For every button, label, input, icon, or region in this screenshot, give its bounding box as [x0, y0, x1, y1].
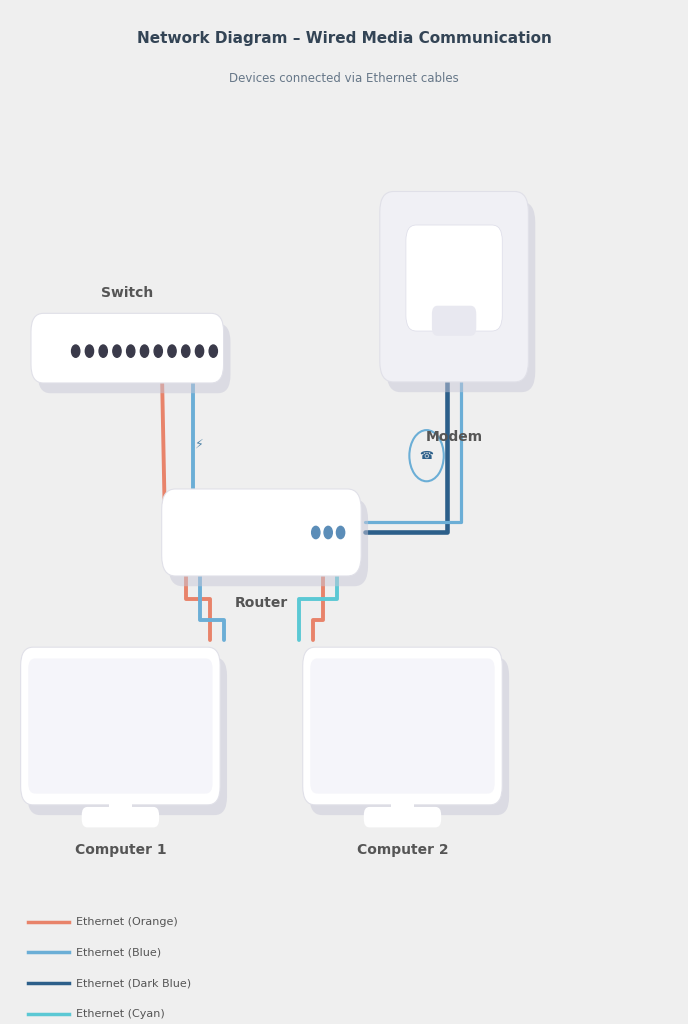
- Text: Ethernet (Blue): Ethernet (Blue): [76, 947, 161, 957]
- FancyBboxPatch shape: [364, 807, 441, 827]
- Text: Ethernet (Dark Blue): Ethernet (Dark Blue): [76, 978, 191, 988]
- Text: Switch: Switch: [101, 286, 153, 300]
- Text: Ethernet (Orange): Ethernet (Orange): [76, 916, 178, 927]
- FancyBboxPatch shape: [162, 489, 361, 575]
- Text: Modem: Modem: [425, 430, 483, 444]
- FancyBboxPatch shape: [169, 500, 368, 586]
- FancyBboxPatch shape: [38, 324, 230, 393]
- Circle shape: [312, 526, 320, 539]
- Circle shape: [113, 345, 121, 357]
- Circle shape: [99, 345, 107, 357]
- Circle shape: [85, 345, 94, 357]
- FancyBboxPatch shape: [387, 202, 535, 392]
- FancyBboxPatch shape: [82, 807, 159, 827]
- Circle shape: [127, 345, 135, 357]
- Circle shape: [168, 345, 176, 357]
- Circle shape: [154, 345, 162, 357]
- Circle shape: [72, 345, 80, 357]
- Text: Computer 1: Computer 1: [74, 843, 166, 857]
- Text: Devices connected via Ethernet cables: Devices connected via Ethernet cables: [229, 72, 459, 85]
- Text: Router: Router: [235, 596, 288, 610]
- FancyBboxPatch shape: [310, 657, 509, 815]
- Text: Ethernet (Cyan): Ethernet (Cyan): [76, 1009, 164, 1019]
- Circle shape: [182, 345, 190, 357]
- Text: ☎: ☎: [420, 451, 433, 461]
- Bar: [109, 791, 132, 824]
- Circle shape: [140, 345, 149, 357]
- FancyBboxPatch shape: [432, 306, 476, 336]
- Circle shape: [209, 345, 217, 357]
- Text: Network Diagram – Wired Media Communication: Network Diagram – Wired Media Communicat…: [136, 31, 552, 46]
- FancyBboxPatch shape: [380, 191, 528, 382]
- Circle shape: [336, 526, 345, 539]
- Text: ⚡: ⚡: [195, 438, 204, 451]
- Text: Computer 2: Computer 2: [356, 843, 449, 857]
- FancyBboxPatch shape: [310, 658, 495, 794]
- FancyBboxPatch shape: [28, 657, 227, 815]
- FancyBboxPatch shape: [406, 225, 502, 331]
- FancyBboxPatch shape: [31, 313, 224, 383]
- Circle shape: [195, 345, 204, 357]
- FancyBboxPatch shape: [21, 647, 220, 805]
- FancyBboxPatch shape: [28, 658, 213, 794]
- Bar: [391, 791, 414, 824]
- Circle shape: [324, 526, 332, 539]
- FancyBboxPatch shape: [303, 647, 502, 805]
